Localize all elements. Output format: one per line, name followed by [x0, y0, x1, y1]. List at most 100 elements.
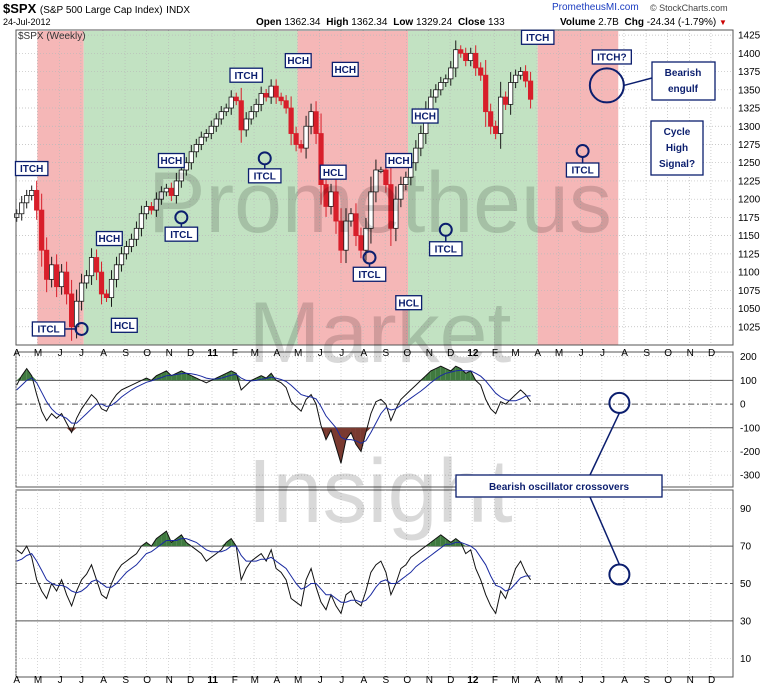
candle-down [333, 191, 339, 222]
osc-fill-overbought [161, 531, 167, 547]
y-tick-label: -200 [740, 447, 760, 458]
candle-up [513, 74, 519, 83]
x-tick-label: N [166, 675, 173, 686]
y-tick-label: 1175 [738, 213, 760, 224]
x-tick-label: N [426, 348, 433, 359]
oscillator-1-signal-line [16, 369, 531, 444]
candle-up [24, 195, 30, 204]
candle-up [453, 49, 459, 69]
x-tick-label: 12 [467, 675, 479, 686]
label-hcl-box [110, 317, 138, 333]
candle-up [448, 67, 454, 80]
candle-up [14, 213, 20, 218]
x-tick-label: A [273, 348, 280, 359]
y-tick-label: 70 [740, 542, 752, 553]
label-hcl: HCL [114, 321, 135, 332]
x-tick-label: A [13, 675, 20, 686]
source-name: © StockCharts.com [650, 3, 728, 13]
oscillator-2-panel: 90 70 50 30 10 [15, 489, 752, 678]
label-hch-box [385, 152, 413, 169]
label-hch: HCH [414, 112, 436, 123]
candle-up [173, 180, 179, 196]
y-tick-label: 1225 [738, 176, 761, 187]
label-itchq-box [591, 49, 632, 65]
candle-down [283, 100, 289, 109]
chart-legend: $SPX (Weekly) [18, 31, 86, 42]
zone-bear [537, 31, 619, 345]
oscillator-1-line [16, 365, 532, 464]
candle-down [39, 209, 45, 251]
label-hch-box [411, 108, 439, 124]
candle-up [49, 264, 55, 280]
candle-down [318, 133, 324, 185]
candle-up [188, 151, 194, 164]
y-tick-label: 50 [740, 579, 752, 590]
osc-fill-overbought [430, 368, 436, 381]
y-tick-label: 1375 [738, 67, 761, 78]
candle-down [288, 107, 294, 134]
candle-up [158, 191, 164, 200]
candle-up [123, 246, 130, 255]
osc-fill-overbought [181, 534, 187, 547]
candle-up [403, 176, 409, 185]
watermark-line-2: Market [249, 285, 512, 381]
x-tick-label: D [187, 348, 194, 359]
candle-down [473, 52, 479, 69]
y-tick-label: 1150 [738, 231, 760, 242]
watermark-line-1: Prometheus [148, 155, 612, 251]
x-tick-label: S [643, 348, 650, 359]
candle-up [343, 220, 349, 251]
x-tick-label: S [383, 675, 390, 686]
y-tick-label: 30 [740, 616, 752, 627]
x-tick-label: S [122, 675, 129, 686]
candle-up [178, 169, 184, 182]
label-itcl: ITCL [254, 171, 276, 182]
x-tick-label: 11 [207, 348, 218, 359]
down-arrow-icon: ▼ [719, 18, 727, 27]
candle-up [118, 253, 125, 266]
label-itcl-box [31, 321, 66, 337]
candle-up [83, 275, 90, 284]
candle-down [298, 144, 304, 149]
x-tick-label: A [100, 348, 107, 359]
candle-up [433, 89, 439, 98]
volume-value: 2.7B [598, 17, 619, 28]
candle-down [358, 235, 364, 251]
osc-fill-overbought [460, 368, 466, 381]
candle-up [128, 238, 135, 247]
open-label: Open [256, 17, 282, 28]
label-itcl: ITCL [572, 166, 594, 177]
x-tick-label: M [34, 348, 42, 359]
x-tick-label: F [492, 675, 498, 686]
chg-value: -24.34 [646, 17, 676, 28]
x-tick-label: M [555, 675, 563, 686]
x-tick-label: J [600, 675, 605, 686]
y-tick-label: 1200 [738, 195, 761, 206]
candle-up [29, 190, 35, 196]
candle-down [488, 111, 494, 127]
label-hch-box [95, 230, 123, 247]
candle-up [258, 93, 264, 105]
x-tick-label: O [664, 348, 672, 359]
label-itch: ITCH [20, 164, 43, 175]
candle-down [233, 96, 239, 102]
x-tick-label: M [251, 675, 259, 686]
index-name: (S&P 500 Large Cap Index) [39, 5, 163, 16]
x-tick-label: J [58, 348, 63, 359]
label-hch: HCH [161, 156, 183, 167]
x-tick-label: J [600, 348, 605, 359]
candle-down [103, 293, 110, 299]
label-itcl: ITCL [358, 270, 380, 281]
candle-down [503, 96, 509, 105]
zone-bear [37, 31, 84, 345]
candle-up [108, 278, 115, 299]
osc-fill-overbought [191, 375, 197, 381]
osc-fill-overbought [445, 368, 451, 381]
cycle-high-callout-text: Signal? [659, 159, 695, 170]
osc-fill-overbought [455, 366, 461, 381]
high-label: High [326, 17, 349, 28]
candle-up [243, 118, 249, 131]
y-tick-label: 10 [740, 654, 752, 665]
y-tick-label: 0 [740, 400, 746, 411]
